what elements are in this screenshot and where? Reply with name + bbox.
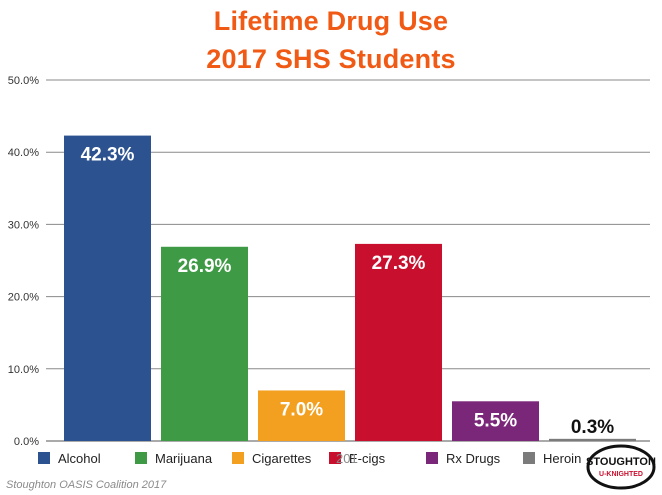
legend-swatch (523, 452, 535, 464)
legend-label: Marijuana (155, 451, 213, 466)
legend-label: Rx Drugs (446, 451, 501, 466)
legend-swatch (38, 452, 50, 464)
bar-e-cigs (355, 243, 442, 441)
data-label: 26.9% (178, 256, 232, 277)
y-tick-label: 40.0% (8, 147, 39, 159)
legend-label: Heroin (543, 451, 581, 466)
data-label: 27.3% (372, 253, 426, 274)
legend-label: E-cigs (349, 451, 386, 466)
legend-swatch (329, 452, 341, 464)
logo-text-line-2: U-KNIGHTED (599, 471, 643, 478)
bar-heroin (549, 438, 636, 441)
y-tick-label: 10.0% (8, 364, 39, 376)
footer-credit: Stoughton OASIS Coalition 2017 (6, 479, 167, 491)
data-label: 5.5% (474, 410, 517, 431)
stoughton-logo: STOUGHTON U-KNIGHTED (586, 444, 656, 490)
legend-swatch (426, 452, 438, 464)
y-tick-label: 20.0% (8, 292, 39, 304)
y-tick-label: 30.0% (8, 219, 39, 231)
data-label: 0.3% (571, 417, 614, 438)
chart-title-line-2: 2017 SHS Students (206, 44, 456, 74)
y-tick-label: 0.0% (14, 436, 39, 448)
legend-swatch (232, 452, 244, 464)
legend-overlap-text: 201 (336, 451, 358, 466)
data-label: 42.3% (81, 145, 135, 166)
legend-label: Cigarettes (252, 451, 312, 466)
chart-title-line-1: Lifetime Drug Use (213, 6, 449, 36)
legend-swatch (135, 452, 147, 464)
legend-label: Alcohol (58, 451, 101, 466)
logo-text-line-1: STOUGHTON (586, 456, 656, 468)
bar-rx-drugs (452, 401, 539, 441)
data-label: 7.0% (280, 399, 323, 420)
bar-marijuana (161, 246, 248, 441)
bar-cigarettes (258, 390, 345, 441)
y-tick-label: 50.0% (8, 75, 39, 87)
bar-alcohol (64, 135, 151, 441)
